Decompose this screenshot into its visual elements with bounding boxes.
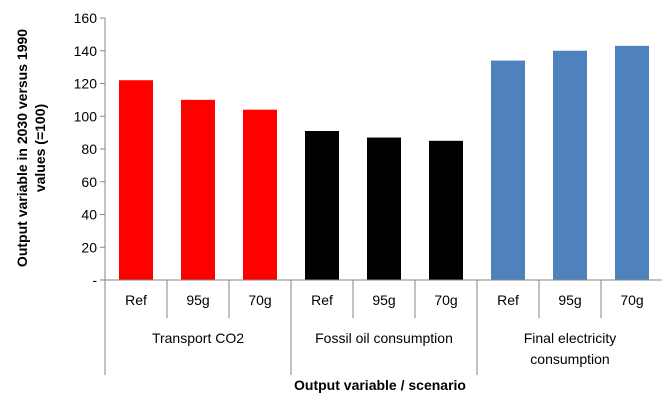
- x-category-label: Ref: [497, 292, 519, 308]
- bar: [491, 60, 525, 281]
- x-group-label: consumption: [530, 351, 609, 367]
- bar: [615, 45, 649, 281]
- x-category-label: 70g: [620, 292, 643, 308]
- y-tick-label: 40: [81, 207, 97, 223]
- x-category-label: Ref: [311, 292, 333, 308]
- x-group-label: Final electricity: [524, 330, 617, 346]
- y-tick-label: 20: [81, 239, 97, 255]
- bar: [553, 50, 587, 280]
- x-category-label: Ref: [125, 292, 147, 308]
- bar: [305, 130, 339, 280]
- y-tick-label: 120: [74, 76, 98, 92]
- x-category-label: 70g: [248, 292, 271, 308]
- x-group-label: Transport CO2: [152, 330, 244, 346]
- bar: [243, 109, 277, 280]
- y-axis-ticks: - 20 40 60 80 100 120 140 160: [74, 10, 105, 288]
- y-axis-title: Output variable in 2030 versus 1990 valu…: [14, 29, 48, 267]
- x-category-label: 95g: [558, 292, 581, 308]
- y-tick-label: 140: [74, 43, 98, 59]
- y-tick-label: 100: [74, 108, 98, 124]
- bar: [119, 80, 153, 280]
- y-tick-label: -: [92, 272, 97, 288]
- x-category-label: 95g: [372, 292, 395, 308]
- x-axis-labels: Ref 95g 70g Transport CO2 Ref 95g 70g Fossil oi…: [125, 292, 644, 367]
- bar: [367, 137, 401, 280]
- bars: [119, 45, 649, 281]
- y-tick-label: 80: [81, 141, 97, 157]
- axes: [104, 18, 662, 375]
- x-axis-title: Output variable / scenario: [294, 377, 466, 393]
- y-tick-label: 60: [81, 174, 97, 190]
- bar: [429, 140, 463, 280]
- x-category-label: 70g: [434, 292, 457, 308]
- y-tick-label: 160: [74, 10, 98, 26]
- x-category-label: 95g: [186, 292, 209, 308]
- x-group-label: Fossil oil consumption: [315, 330, 453, 346]
- y-axis-title-line-2: values (=100): [32, 104, 48, 192]
- bar: [181, 99, 215, 280]
- y-axis-title-line-1: Output variable in 2030 versus 1990: [14, 29, 30, 267]
